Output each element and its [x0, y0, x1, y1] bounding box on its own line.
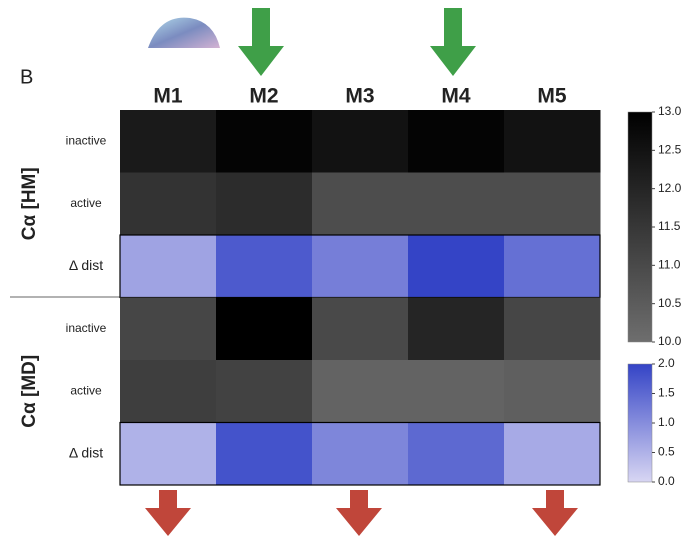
row-label: inactive	[66, 133, 107, 147]
heatmap-cell	[216, 360, 313, 423]
heatmap-cell	[408, 235, 505, 298]
column-label: M3	[345, 85, 374, 108]
heatmap-cell	[504, 360, 601, 423]
heatmap-cell	[312, 360, 409, 423]
red-arrows	[145, 490, 578, 536]
heatmap-cell	[504, 423, 601, 486]
heatmap-cell	[120, 173, 217, 236]
column-label: M2	[249, 85, 278, 108]
heatmap-cell	[312, 423, 409, 486]
heatmap-cell	[504, 173, 601, 236]
column-label: M5	[537, 85, 566, 108]
colorbar-tick-label: 12.0	[658, 181, 682, 195]
colorbar-tick-label: 0.5	[658, 445, 675, 459]
heatmap-cell	[120, 110, 217, 173]
column-label: M4	[441, 85, 470, 108]
colorbar-tick-label: 10.0	[658, 334, 682, 348]
green-arrows	[238, 8, 476, 76]
heatmap-cell	[408, 423, 505, 486]
group-label: Cα [HM]	[19, 167, 40, 240]
row-label: active	[70, 196, 102, 210]
colorbar-tick-label: 0.0	[658, 474, 675, 488]
heatmap-cell	[504, 298, 601, 361]
panel-label: B	[20, 66, 33, 88]
heatmap-cell	[120, 298, 217, 361]
arrow	[336, 490, 382, 536]
colorbar-tick-label: 11.0	[658, 258, 681, 272]
heatmap-cell	[408, 173, 505, 236]
colorbar	[628, 112, 652, 342]
heatmap-cell	[312, 235, 409, 298]
colorbar-tick-label: 1.5	[658, 386, 675, 400]
row-label: Δ dist	[69, 257, 103, 273]
heatmap-cell	[120, 360, 217, 423]
colorbar-tick-label: 2.0	[658, 356, 675, 370]
heatmap-cell	[216, 173, 313, 236]
arrow	[238, 8, 284, 76]
colorbar-tick-label: 13.0	[658, 104, 682, 118]
heatmap-cell	[408, 298, 505, 361]
heatmap-cell	[312, 110, 409, 173]
heatmap-cell	[216, 235, 313, 298]
row-label: active	[70, 383, 102, 397]
group-label: Cα [MD]	[19, 355, 40, 428]
heatmap-cell	[504, 110, 601, 173]
heatmap-cell	[120, 423, 217, 486]
colorbar-tick-label: 12.5	[658, 143, 682, 157]
heatmap-cell	[408, 110, 505, 173]
heatmap-cell	[216, 110, 313, 173]
colorbar-tick-label: 1.0	[658, 415, 675, 429]
heatmap-cell	[216, 298, 313, 361]
arrow	[430, 8, 476, 76]
heatmap-cell	[120, 235, 217, 298]
figure: B M1 M2 M3 M4 M5 Cα [HM] inactive active Δ dist C…	[0, 0, 699, 540]
heatmap-cell	[408, 360, 505, 423]
heatmap-cell	[504, 235, 601, 298]
colorbar	[628, 364, 652, 482]
row-label: inactive	[66, 321, 107, 335]
column-label: M1	[153, 85, 182, 108]
heatmap-cell	[312, 298, 409, 361]
heatmap-cell	[216, 423, 313, 486]
arrow	[145, 490, 191, 536]
arrow	[532, 490, 578, 536]
heatmap-cell	[312, 173, 409, 236]
colorbar-tick-label: 11.5	[658, 219, 681, 233]
colorbar-tick-label: 10.5	[658, 296, 682, 310]
protein-thumbnail	[148, 18, 220, 48]
row-label: Δ dist	[69, 444, 103, 460]
